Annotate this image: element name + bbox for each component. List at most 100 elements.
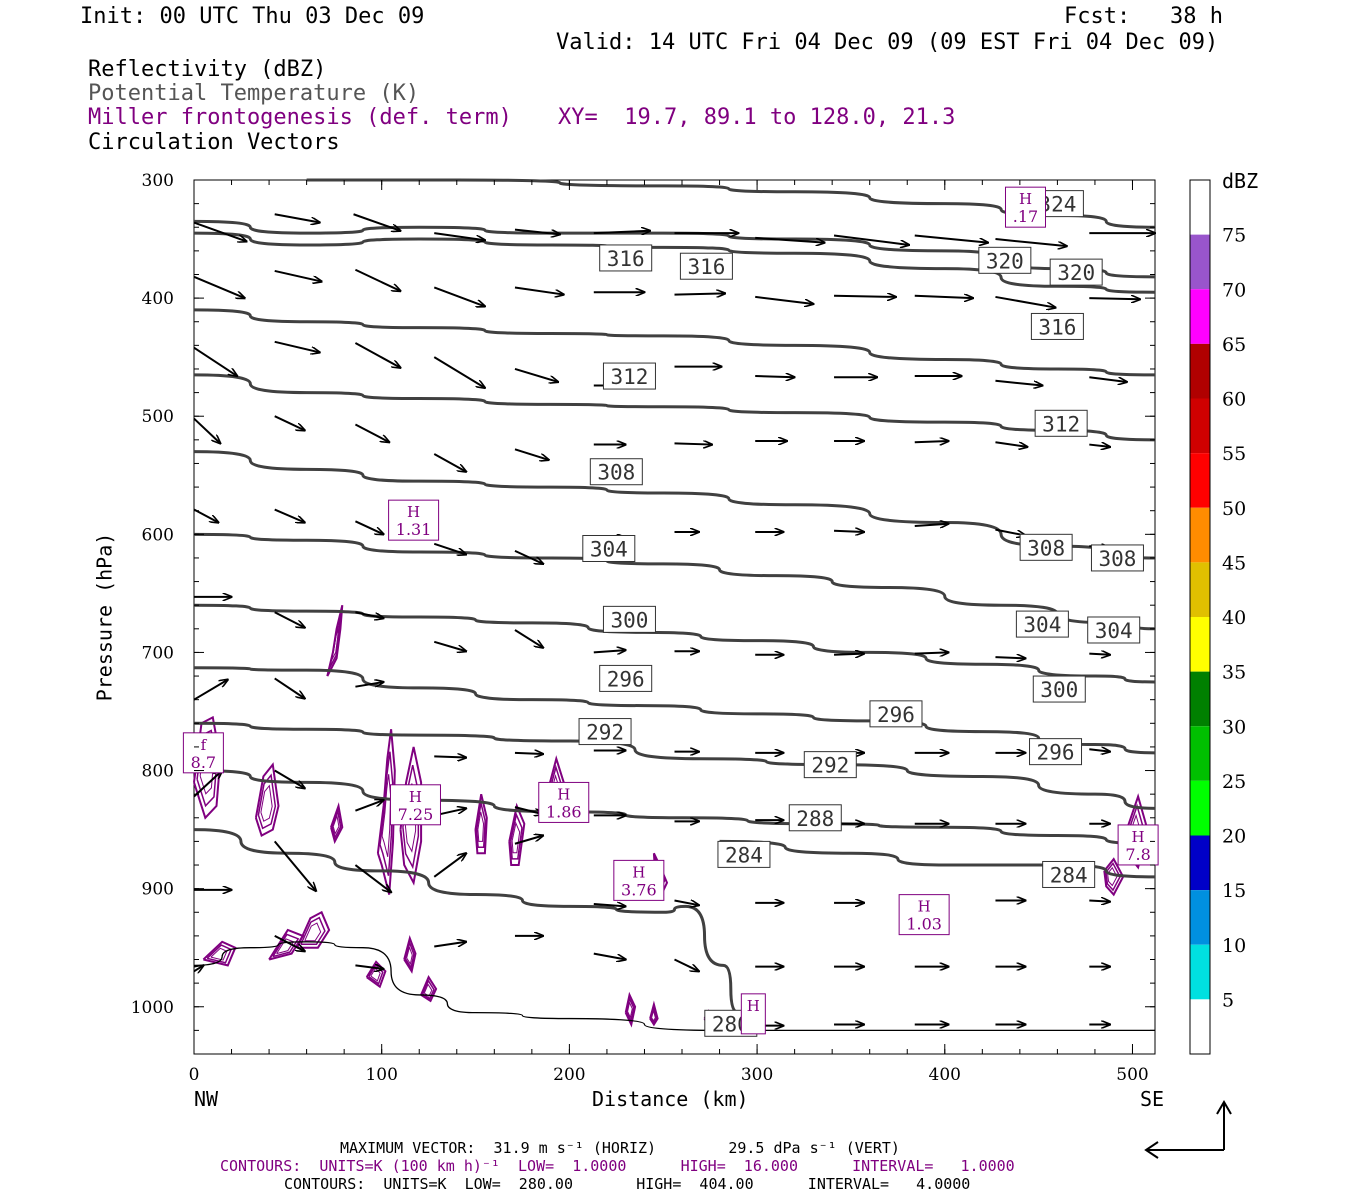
circulation-vector xyxy=(193,680,228,701)
fronto-contour xyxy=(254,762,280,837)
circulation-vector xyxy=(914,441,949,442)
fronto-max-marker: H xyxy=(557,785,570,803)
fronto-max-box xyxy=(389,784,441,826)
theta-contour-304 xyxy=(193,532,1156,631)
fronto-max-box xyxy=(740,993,766,1035)
fronto-contour xyxy=(650,1004,658,1025)
colorbar-label: 30 xyxy=(1222,716,1246,738)
theta-label: 308 xyxy=(1098,547,1136,571)
circulation-vector xyxy=(1089,376,1127,382)
fronto-max-marker: f xyxy=(201,736,208,754)
y-axis-title: Pressure (hPa) xyxy=(92,532,117,702)
circulation-vector xyxy=(193,346,237,376)
colorbar-label: 15 xyxy=(1222,880,1246,902)
circulation-vector xyxy=(434,942,466,948)
fronto-max-marker: H xyxy=(918,898,931,916)
circulation-vector xyxy=(354,342,400,368)
circulation-vector xyxy=(193,417,220,444)
y-tick-label: 900 xyxy=(142,880,174,900)
circulation-vector xyxy=(274,340,320,353)
theta-label-box xyxy=(1015,610,1069,638)
theta-label: 312 xyxy=(1042,412,1080,436)
x-tick-label: 400 xyxy=(929,1065,961,1085)
theta-label-box xyxy=(1034,409,1088,437)
y-tick-label: 300 xyxy=(142,171,174,191)
theta-contour-312 xyxy=(193,373,1156,442)
circulation-vector xyxy=(273,840,316,891)
theta-label: 320 xyxy=(1057,261,1095,285)
max-vector-text: MAXIMUM VECTOR: 31.9 m s⁻¹ (HORIZ) 29.5 … xyxy=(340,1139,900,1157)
theta-label-box xyxy=(803,751,857,779)
fronto-contour xyxy=(477,811,485,842)
colorbar-label: 70 xyxy=(1222,279,1246,301)
colorbar-label: 65 xyxy=(1222,334,1246,356)
fronto-contour xyxy=(422,979,435,1000)
x-tick-label: 500 xyxy=(1116,1065,1148,1085)
colorbar-label: 50 xyxy=(1222,498,1246,520)
circulation-vector xyxy=(193,771,222,798)
circulation-vector xyxy=(193,965,203,971)
theta-contour-280 xyxy=(193,941,1155,1032)
circulation-vector xyxy=(354,520,383,534)
y-tick-label: 500 xyxy=(142,407,174,427)
fronto-contour xyxy=(404,940,415,970)
fronto-max-marker: H xyxy=(632,863,645,881)
circulation-vector xyxy=(755,236,824,243)
circulation-vector xyxy=(274,508,305,523)
circulation-vector xyxy=(514,836,543,845)
theta-contour-292 xyxy=(193,721,1156,810)
theta-label: 292 xyxy=(586,721,624,745)
circulation-vector xyxy=(674,443,713,444)
theta-label-box xyxy=(1029,738,1083,766)
fronto-contour xyxy=(420,975,438,1003)
theta-contour-296 xyxy=(193,666,1156,755)
circulation-vector xyxy=(433,640,466,651)
circulation-vector xyxy=(1089,445,1110,447)
theta-label: 300 xyxy=(610,608,648,632)
theta-label: 316 xyxy=(687,255,725,279)
colorbar-label: 40 xyxy=(1222,607,1246,629)
circulation-vector xyxy=(593,231,650,233)
fronto-contour xyxy=(651,1008,656,1022)
circulation-vector xyxy=(755,376,794,377)
colorbar-label: 35 xyxy=(1222,662,1246,684)
circulation-vector xyxy=(914,234,988,243)
theta-label: 308 xyxy=(597,461,635,485)
circulation-vector xyxy=(593,650,626,652)
theta-label-box xyxy=(602,605,656,633)
theta-label-box xyxy=(602,362,656,390)
theta-contour-308 xyxy=(193,450,1156,560)
colorbar-frame xyxy=(1189,179,1211,1055)
theta-contour-284 xyxy=(193,828,748,1032)
colorbar-segment xyxy=(1190,562,1210,617)
theta-contour-316 xyxy=(193,231,1156,294)
circulation-vector xyxy=(433,286,485,306)
theta-label-box xyxy=(788,804,842,832)
fronto-contour xyxy=(1103,857,1125,897)
fronto-contour xyxy=(403,934,417,974)
fronto-contour xyxy=(272,933,300,958)
circulation-vector xyxy=(914,296,973,298)
circulation-vector xyxy=(834,296,896,297)
theta-contour-info: CONTOURS: UNITS=K LOW= 280.00 HIGH= 404.… xyxy=(284,1175,971,1193)
fronto-contour xyxy=(260,784,273,822)
circulation-vector xyxy=(674,958,699,972)
fronto-contour xyxy=(202,940,237,967)
theta-label: 284 xyxy=(1050,863,1088,887)
fronto-contour xyxy=(300,916,326,946)
theta-label-box xyxy=(679,252,733,280)
circulation-vector xyxy=(995,238,1066,246)
colorbar-segment xyxy=(1190,234,1210,290)
fronto-max-marker: H xyxy=(407,503,420,521)
circulation-vector xyxy=(434,756,466,757)
circulation-vector xyxy=(193,508,218,523)
y-tick-label: 700 xyxy=(142,643,174,663)
circulation-vector xyxy=(355,965,383,969)
theta-title: Potential Temperature (K) xyxy=(88,81,420,106)
fronto-contour xyxy=(331,808,342,840)
theta-label: 296 xyxy=(877,703,915,727)
fronto-contour xyxy=(474,793,488,855)
circulation-vector xyxy=(995,379,1042,386)
circulation-vector xyxy=(995,295,1055,308)
theta-label: 304 xyxy=(590,537,628,561)
